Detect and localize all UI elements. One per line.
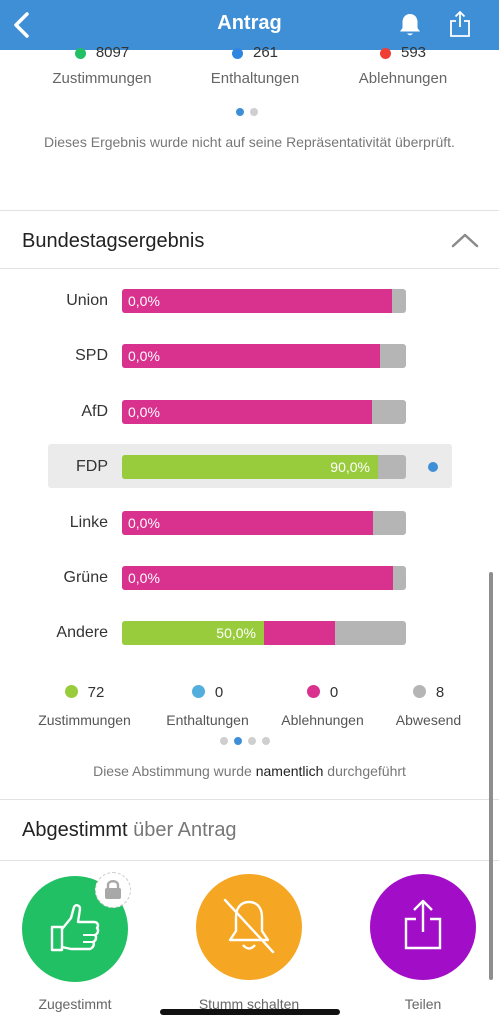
legend-value: 72 [87, 684, 105, 701]
legend-label: Ablehnungen [281, 712, 364, 728]
legend-value: 261 [252, 44, 279, 60]
page-dot [220, 737, 228, 745]
lock-icon [105, 880, 121, 899]
party-name: Linke [69, 514, 108, 531]
home-indicator[interactable] [160, 1009, 340, 1015]
bar-segment-no [122, 289, 392, 313]
legend-dot [412, 685, 426, 698]
party-bar[interactable]: 0,0% [122, 566, 406, 590]
legend-dot [64, 685, 78, 698]
note-text: Diese Abstimmung wurde [93, 763, 256, 779]
bar-segment-no [122, 400, 372, 424]
share-icon[interactable] [449, 10, 471, 38]
share-icon [404, 899, 442, 950]
vote-status-title: Abgestimmt über Antrag [22, 819, 237, 842]
bell-icon[interactable] [397, 12, 423, 38]
page-dot [236, 108, 244, 116]
legend-abwesend: 8 Abwesend [366, 684, 491, 728]
bar-percentage-label: 0,0% [128, 293, 160, 309]
mute-label: Stumm schalten [198, 996, 300, 1012]
party-bar[interactable]: 50,0% [122, 621, 406, 645]
bar-segment-yes [122, 455, 378, 479]
party-bar[interactable]: 0,0% [122, 344, 406, 368]
party-name: Grüne [63, 569, 108, 586]
section-divider [0, 210, 499, 211]
bar-percentage-label: 90,0% [330, 459, 370, 475]
section-title-bundestag: Bundestagsergebnis [22, 230, 205, 252]
section-divider [0, 860, 499, 861]
bar-segment-no [122, 511, 373, 535]
legend-value: 0 [329, 684, 339, 701]
party-bar[interactable]: 90,0% [122, 455, 406, 479]
back-chevron-icon[interactable] [10, 10, 32, 40]
page-dot [234, 737, 242, 745]
party-name: SPD [75, 347, 108, 364]
legend-value: 0 [214, 684, 224, 701]
party-name: Andere [56, 624, 108, 641]
bar-percentage-label: 0,0% [128, 515, 160, 531]
note-emphasis: namentlich [255, 763, 324, 779]
legend-dot [231, 47, 243, 59]
bar-segment-no [122, 344, 380, 368]
page-indicator[interactable] [233, 103, 261, 116]
party-bar[interactable]: 0,0% [122, 400, 406, 424]
legend-label: Ablehnungen [358, 70, 448, 87]
vote-subject: über Antrag [127, 819, 237, 841]
legend-label: Zustimmungen [52, 70, 152, 87]
party-bar[interactable]: 0,0% [122, 289, 406, 313]
chevron-up-icon[interactable] [450, 230, 480, 250]
legend-ablehnungen: 593 Ablehnungen [323, 44, 483, 87]
bar-percentage-label: 0,0% [128, 570, 160, 586]
selected-party-dot [428, 462, 438, 472]
vote-status: Abgestimmt [22, 819, 128, 841]
section-divider [0, 268, 499, 269]
legend-enthaltungen: 261 Enthaltungen [175, 44, 335, 87]
legend-zustimmungen: 72 Zustimmungen [22, 684, 147, 728]
scrollbar[interactable] [489, 572, 493, 980]
locked-badge [95, 872, 131, 908]
bar-percentage-label: 0,0% [128, 404, 160, 420]
legend-enthaltungen: 0 Enthaltungen [145, 684, 270, 728]
legend-dot [306, 685, 320, 698]
share-label: Teilen [404, 996, 442, 1012]
page-dot [250, 108, 258, 116]
share-button[interactable] [370, 874, 476, 980]
representativity-note: Dieses Ergebnis wurde nicht auf seine Re… [44, 134, 455, 150]
legend-value: 8097 [95, 44, 130, 60]
thumbs-up-icon [50, 904, 100, 952]
legend-label: Enthaltungen [166, 712, 249, 728]
app-header: Antrag [0, 0, 499, 50]
party-bar[interactable]: 0,0% [122, 511, 406, 535]
legend-dot [191, 685, 205, 698]
mute-button[interactable] [196, 874, 302, 980]
legend-ablehnungen: 0 Ablehnungen [260, 684, 385, 728]
page-title: Antrag [217, 12, 282, 34]
bell-off-icon [223, 898, 275, 954]
legend-label: Enthaltungen [210, 70, 300, 87]
roll-call-note: Diese Abstimmung wurde namentlich durchg… [0, 763, 499, 779]
bar-percentage-label: 50,0% [216, 625, 256, 641]
legend-dot [379, 47, 391, 59]
bar-segment-yes [122, 621, 264, 645]
page-indicator[interactable] [217, 732, 273, 745]
party-name: FDP [76, 458, 108, 475]
bar-segment-no [122, 566, 393, 590]
party-name: AfD [81, 403, 108, 420]
page-dot [248, 737, 256, 745]
agree-label: Zugestimmt [38, 996, 112, 1012]
legend-value: 593 [400, 44, 427, 60]
legend-zustimmungen: 8097 Zustimmungen [22, 44, 182, 87]
page-dot [262, 737, 270, 745]
note-text: durchgeführt [323, 763, 406, 779]
section-divider [0, 799, 499, 800]
legend-label: Zustimmungen [38, 712, 131, 728]
party-name: Union [66, 292, 108, 309]
legend-value: 8 [435, 684, 445, 701]
bar-segment-no [264, 621, 335, 645]
bar-percentage-label: 0,0% [128, 348, 160, 364]
legend-dot [74, 47, 86, 59]
legend-label: Abwesend [395, 712, 462, 728]
